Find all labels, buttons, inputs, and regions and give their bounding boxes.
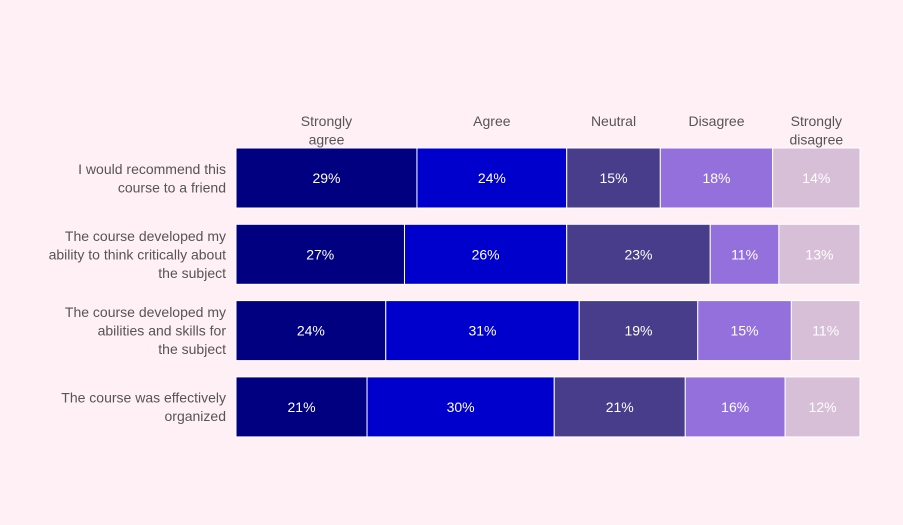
bar-segment-1-1 [235, 147, 418, 209]
data-label-4-2: 30% [447, 399, 475, 415]
bar-segment-1-4 [659, 147, 774, 209]
data-label-1-2: 24% [478, 170, 506, 186]
data-label-3-4: 15% [731, 323, 759, 339]
data-label-2-4: 11% [731, 246, 758, 262]
data-label-3-2: 31% [468, 323, 496, 339]
bar-segment-3-4 [697, 300, 792, 362]
legend-label-5-line-1: Strongly [791, 113, 842, 129]
data-label-1-3: 15% [600, 170, 628, 186]
bar-segment-4-5 [784, 376, 861, 438]
bar-segment-2-5 [778, 223, 861, 285]
data-label-3-3: 19% [624, 323, 652, 339]
data-label-2-5: 13% [805, 246, 833, 262]
data-label-4-1: 21% [288, 399, 316, 415]
category-label-4-line-2: organized [165, 408, 227, 424]
legend-label-1-line-2: agree [309, 132, 345, 148]
data-label-3-5: 11% [812, 323, 839, 339]
data-label-1-5: 14% [802, 170, 830, 186]
bar-segment-2-2 [403, 223, 568, 285]
bar-segment-3-3 [578, 300, 699, 362]
data-label-3-1: 24% [297, 323, 325, 339]
bar-segment-4-2 [366, 376, 555, 438]
bar-segment-2-1 [235, 223, 405, 285]
category-label-3-line-1: The course developed my [65, 304, 226, 320]
data-label-4-3: 21% [606, 399, 634, 415]
data-label-4-4: 16% [721, 399, 749, 415]
bar-segment-2-4 [709, 223, 780, 285]
data-label-2-3: 23% [624, 246, 652, 262]
data-label-1-1: 29% [312, 170, 340, 186]
category-label-2-line-3: the subject [158, 265, 226, 281]
legend-label-1-line-1: Strongly [301, 113, 352, 129]
legend-label-5-line-2: disagree [789, 132, 843, 148]
category-label-2-line-1: The course developed my [65, 228, 226, 244]
category-label-1-line-2: course to a friend [118, 179, 226, 195]
legend-label-4: Disagree [688, 113, 744, 129]
bar-segment-1-3 [566, 147, 661, 209]
bar-segment-3-5 [790, 300, 861, 362]
bar-segment-1-2 [416, 147, 568, 209]
legend-label-2: Agree [473, 113, 511, 129]
bar-segment-4-3 [553, 376, 686, 438]
bar-segment-2-3 [566, 223, 711, 285]
data-label-2-2: 26% [472, 246, 500, 262]
category-label-4-line-1: The course was effectively [61, 390, 226, 406]
category-label-3-line-2: abilities and skills for [98, 323, 227, 339]
data-label-2-1: 27% [306, 246, 334, 262]
category-label-3-line-3: the subject [158, 341, 226, 357]
bar-segment-4-1 [235, 376, 368, 438]
data-label-1-4: 18% [702, 170, 730, 186]
category-label-2-line-2: ability to think critically about [49, 246, 227, 262]
bar-segment-1-5 [772, 147, 861, 209]
data-label-4-5: 12% [809, 399, 837, 415]
category-label-1-line-1: I would recommend this [78, 161, 226, 177]
legend-label-3: Neutral [591, 113, 636, 129]
bar-segment-3-2 [385, 300, 580, 362]
bar-segment-4-4 [684, 376, 786, 438]
